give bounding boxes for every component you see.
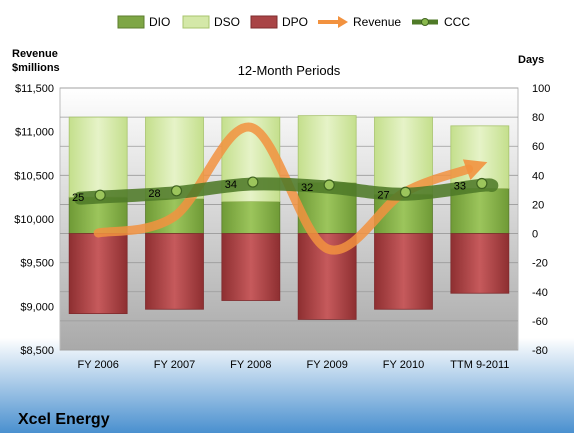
revenue-arrowhead xyxy=(462,159,488,180)
right-tick-label: -40 xyxy=(532,287,548,299)
right-tick-label: -80 xyxy=(532,345,548,357)
left-tick-label: $9,500 xyxy=(20,258,54,270)
left-axis-label-line2: $millions xyxy=(12,62,60,74)
bar-dpo xyxy=(374,233,433,310)
bar-dio xyxy=(221,201,281,234)
right-tick-label: 20 xyxy=(532,199,544,211)
ccc-point xyxy=(94,189,106,201)
ccc-value-label: 32 xyxy=(301,182,313,194)
legend-swatch-revenue xyxy=(318,16,348,28)
right-tick-label: 100 xyxy=(532,83,550,95)
legend-swatch-dio xyxy=(117,15,145,29)
legend-swatch-dpo xyxy=(250,15,278,29)
right-tick-label: 80 xyxy=(532,112,544,124)
left-tick-label: $8,500 xyxy=(20,345,54,357)
bar-group xyxy=(68,115,510,320)
x-tick-label: TTM 9-2011 xyxy=(450,359,509,371)
ccc-value-label: 33 xyxy=(454,181,466,193)
ccc-point xyxy=(247,176,259,188)
right-tick-label: 60 xyxy=(532,141,544,153)
x-tick-label: FY 2006 xyxy=(77,359,118,371)
legend: DIO DSO DPO Revenue CCC xyxy=(117,15,470,29)
ccc-line xyxy=(73,177,499,205)
legend-swatch-dso xyxy=(182,15,210,29)
x-axis-ticks: FY 2006 FY 2007 FY 2008 FY 2009 FY 2010 TTM 9… xyxy=(77,359,509,371)
left-tick-label: $10,000 xyxy=(14,214,54,226)
legend-swatch-ccc xyxy=(412,18,438,26)
bar-dpo xyxy=(450,233,510,294)
left-tick-label: $10,500 xyxy=(14,170,54,182)
ccc-value-label: 25 xyxy=(72,192,84,204)
left-tick-label: $11,500 xyxy=(15,83,54,95)
legend-label-revenue: Revenue xyxy=(353,15,401,29)
bar-dpo xyxy=(145,233,204,310)
right-axis-ticks: -80 -60 -40 -20 0 20 40 60 80 100 xyxy=(532,83,550,357)
legend-label-dio: DIO xyxy=(149,15,170,29)
bar-dso xyxy=(68,116,128,198)
plot-area xyxy=(59,87,519,351)
company-name: Xcel Energy xyxy=(18,411,110,428)
x-tick-label: FY 2010 xyxy=(383,359,424,371)
right-tick-label: -20 xyxy=(532,258,548,270)
ccc-value-label: 27 xyxy=(377,189,389,201)
left-tick-label: $9,000 xyxy=(20,301,54,313)
ccc-value-label: 34 xyxy=(225,179,237,191)
legend-label-dpo: DPO xyxy=(282,15,308,29)
bar-dso xyxy=(450,125,510,189)
x-tick-label: FY 2009 xyxy=(306,359,347,371)
ccc-point xyxy=(170,185,183,197)
ccc-value-label: 28 xyxy=(148,188,160,200)
right-tick-label: 40 xyxy=(532,170,544,182)
bar-dio xyxy=(450,188,510,234)
right-axis-label: Days xyxy=(518,54,544,66)
ccc-point xyxy=(476,177,488,190)
left-axis-label-line1: Revenue xyxy=(12,48,58,60)
right-tick-label: -60 xyxy=(532,316,548,328)
x-tick-label: FY 2008 xyxy=(230,359,271,371)
legend-label-ccc: CCC xyxy=(444,15,470,29)
ccc-point xyxy=(399,186,412,198)
chart-title: 12-Month Periods xyxy=(238,63,341,78)
left-axis-ticks: $8,500 $9,000 $9,500 $10,000 $10,500 $11,000 $… xyxy=(14,83,54,357)
left-tick-label: $11,000 xyxy=(15,127,54,139)
line-group xyxy=(73,122,499,255)
ccc-point xyxy=(323,179,335,191)
x-tick-label: FY 2007 xyxy=(154,359,195,371)
ccc-data-labels: 25 28 34 32 27 33 xyxy=(72,179,466,204)
bar-dpo xyxy=(221,233,281,301)
right-tick-label: 0 xyxy=(532,229,538,241)
bar-dso xyxy=(297,115,357,184)
legend-label-dso: DSO xyxy=(214,15,240,29)
bar-dpo xyxy=(68,233,128,315)
